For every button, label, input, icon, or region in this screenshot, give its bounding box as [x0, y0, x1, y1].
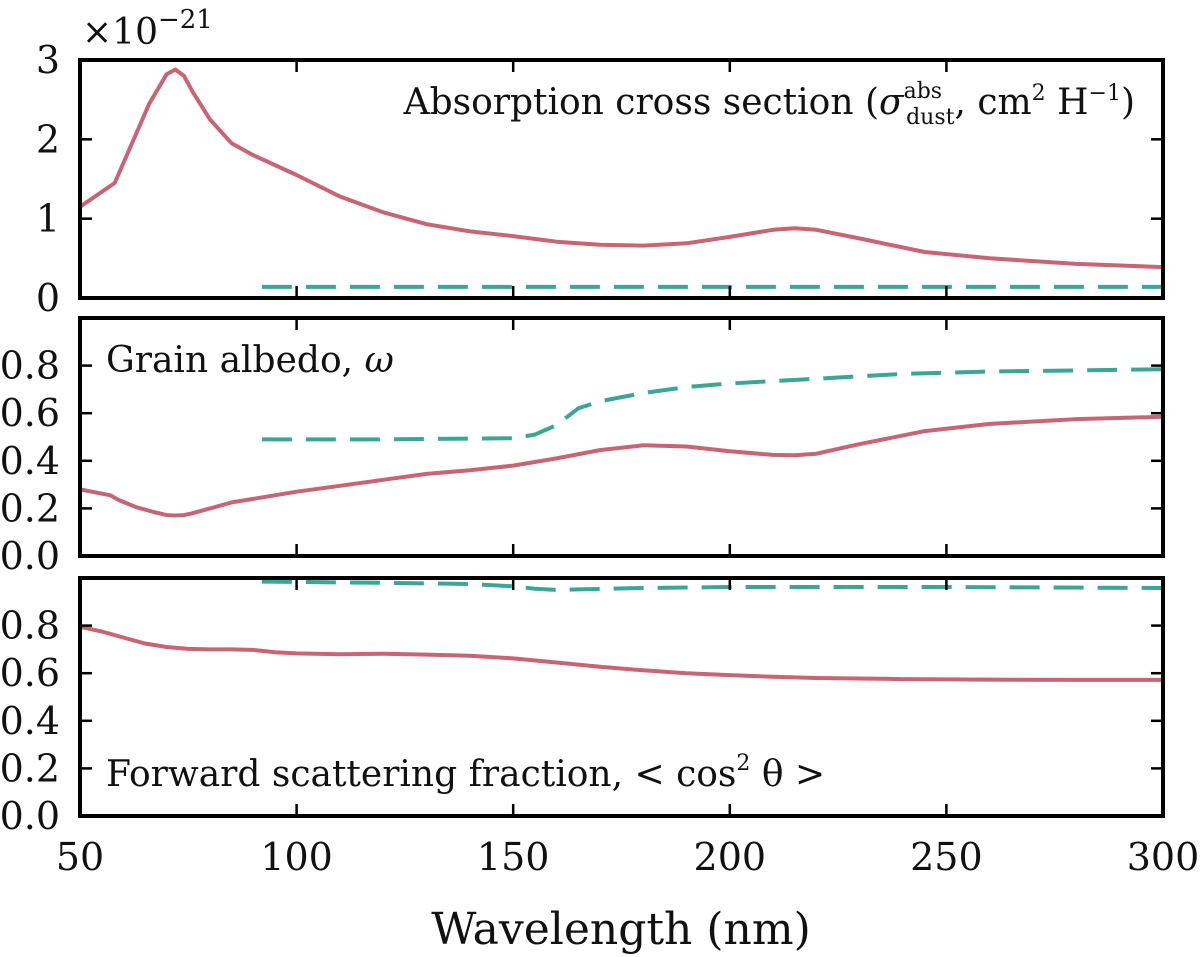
absorption-y-tick-label: 2: [36, 117, 60, 161]
absorption-y-tick-label: 0: [36, 276, 60, 320]
forward-scattering-y-tick-label: 0.8: [0, 604, 60, 648]
forward-scattering-panel-frame: [78, 576, 1165, 818]
albedo-series: [78, 367, 1165, 518]
x-tick-label: 150: [477, 835, 550, 879]
x-tick-label: 200: [694, 835, 767, 879]
albedo-y-ticks: 0.00.20.40.60.8: [0, 318, 1165, 578]
albedo-y-tick-label: 0.8: [0, 344, 60, 388]
albedo-panel-frame: [78, 316, 1165, 558]
x-tick-label: 250: [910, 835, 983, 879]
albedo-panel: 0.00.20.40.60.8 Grain albedo, ω: [0, 316, 1165, 578]
albedo-y-tick-label: 0.0: [0, 534, 60, 578]
albedo-dashed-line: [261, 367, 1164, 442]
forward-scattering-dashed-line: [261, 579, 1164, 592]
x-axis-title: Wavelength (nm): [431, 904, 811, 955]
x-tick-label: 100: [260, 835, 333, 879]
absorption-y-tick-label: 1: [36, 197, 60, 241]
absorption-y-ticks: 0 1 2 3: [36, 38, 1165, 320]
forward-scattering-solid-line: [78, 624, 1165, 682]
x-axis-ticks: 50 100 150 200 250 300: [56, 835, 1199, 879]
absorption-panel-frame: [78, 58, 1165, 300]
forward-scattering-y-tick-label: 0.6: [0, 651, 60, 695]
forward-scattering-panel: 0.00.20.40.60.8 Forward scattering fract…: [0, 576, 1165, 838]
absorption-solid-line: [78, 67, 1165, 270]
forward-scattering-y-ticks: 0.00.20.40.60.8: [0, 578, 1165, 838]
absorption-y-tick-label: 3: [36, 38, 60, 82]
forward-scattering-series: [78, 579, 1165, 682]
x-tick-label: 50: [56, 835, 104, 879]
absorption-label: Absorption cross section (σabs dust, cm2 …: [403, 79, 1135, 130]
albedo-solid-line: [78, 414, 1165, 518]
albedo-label: Grain albedo, ω: [106, 340, 394, 381]
albedo-y-tick-label: 0.4: [0, 439, 60, 483]
x-tick-label: 300: [1127, 835, 1200, 879]
albedo-y-tick-label: 0.6: [0, 391, 60, 435]
absorption-panel: 0 1 2 3 ×10−21 Absorption cross section (σa…: [36, 5, 1165, 320]
forward-scattering-y-tick-label: 0.0: [0, 794, 60, 838]
albedo-y-tick-label: 0.2: [0, 486, 60, 530]
absorption-multiplier: ×10−21: [82, 5, 213, 53]
forward-scattering-y-tick-label: 0.2: [0, 746, 60, 790]
forward-scattering-y-tick-label: 0.4: [0, 699, 60, 743]
forward-scattering-label: Forward scattering fraction, < cos2 θ >: [106, 751, 825, 795]
